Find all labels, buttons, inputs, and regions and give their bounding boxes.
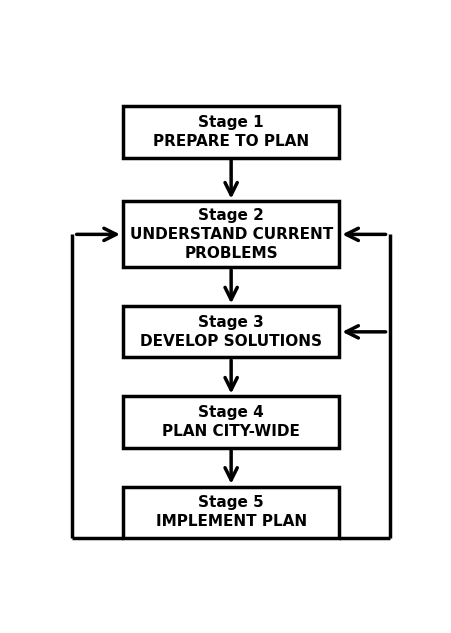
FancyBboxPatch shape xyxy=(123,106,340,158)
Text: Stage 4
PLAN CITY-WIDE: Stage 4 PLAN CITY-WIDE xyxy=(162,405,300,439)
Text: Stage 2
UNDERSTAND CURRENT
PROBLEMS: Stage 2 UNDERSTAND CURRENT PROBLEMS xyxy=(129,208,333,261)
Text: Stage 1
PREPARE TO PLAN: Stage 1 PREPARE TO PLAN xyxy=(153,115,309,149)
FancyBboxPatch shape xyxy=(123,306,340,358)
FancyBboxPatch shape xyxy=(123,201,340,267)
FancyBboxPatch shape xyxy=(123,487,340,538)
FancyBboxPatch shape xyxy=(123,396,340,448)
Text: Stage 3
DEVELOP SOLUTIONS: Stage 3 DEVELOP SOLUTIONS xyxy=(140,315,322,349)
Text: Stage 5
IMPLEMENT PLAN: Stage 5 IMPLEMENT PLAN xyxy=(156,495,307,529)
